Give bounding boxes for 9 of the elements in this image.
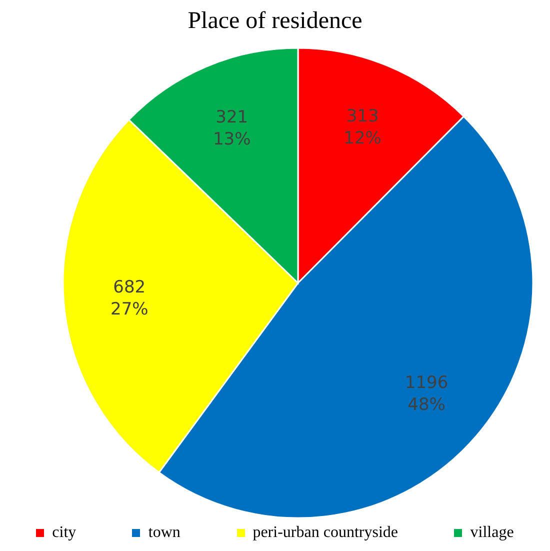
legend-label: city bbox=[52, 524, 76, 542]
data-label: 321 13% bbox=[212, 107, 251, 150]
legend-label: village bbox=[470, 524, 514, 542]
data-label: 682 27% bbox=[110, 277, 148, 320]
legend-label: peri-urban countryside bbox=[252, 524, 398, 542]
data-label: 313 12% bbox=[344, 106, 382, 149]
data-label: 1196 48% bbox=[404, 373, 448, 416]
chart-title: Place of residence bbox=[186, 8, 364, 36]
legend-label: town bbox=[148, 524, 180, 542]
